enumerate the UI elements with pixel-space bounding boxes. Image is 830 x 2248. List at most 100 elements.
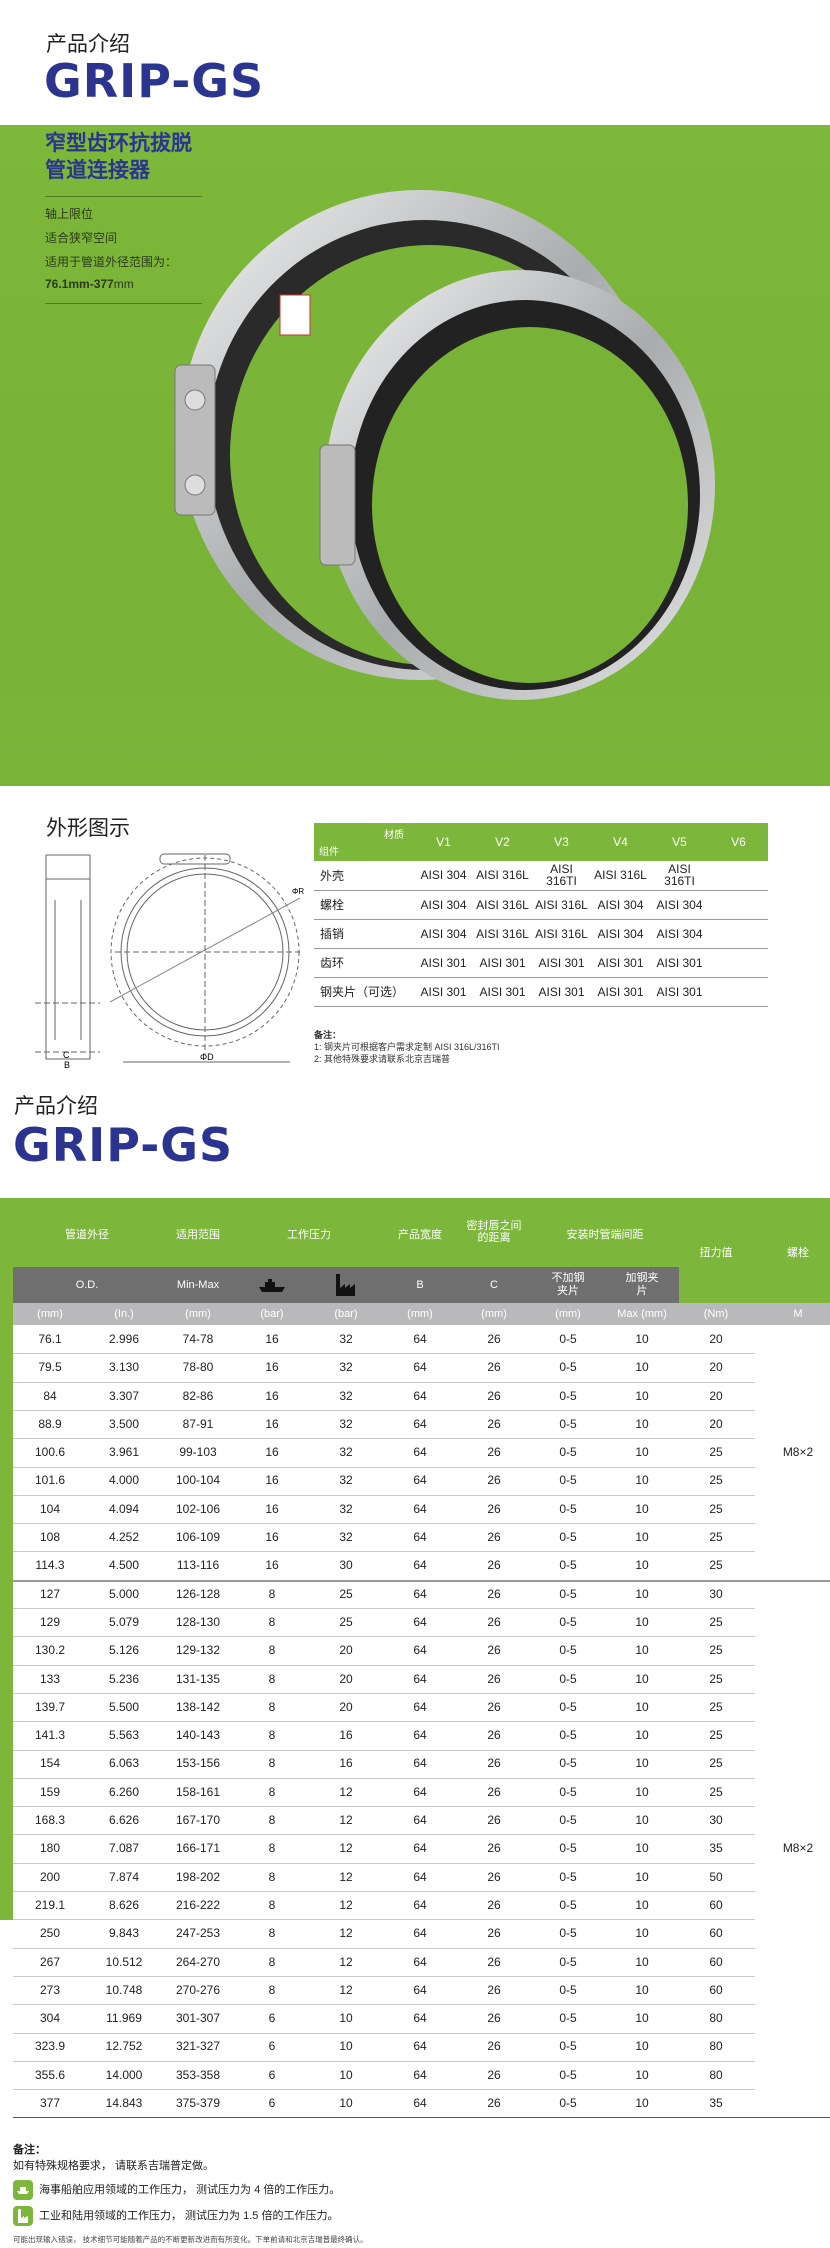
table-cell: 5.126 (108, 1643, 140, 1658)
section-kicker: 产品介绍 (46, 33, 130, 56)
table-cell (753, 1636, 830, 1664)
table-cell: 12 (339, 1982, 353, 1997)
table-cell: 0-5 (559, 1728, 577, 1743)
table-cell (753, 1976, 830, 2004)
table-cell: 64 (413, 1926, 427, 1941)
table-cell: 26 (487, 1728, 501, 1743)
table-cell: 138-142 (175, 1699, 221, 1714)
table-cell: 10 (635, 1586, 649, 1601)
table-cell: 26 (487, 1671, 501, 1686)
table-cell: 64 (413, 1332, 427, 1346)
table-cell: 8 (268, 1926, 276, 1941)
table-cell: 26 (487, 1501, 501, 1516)
unit-cell: (mm) (161, 1303, 235, 1325)
table-cell: 10 (339, 2096, 353, 2111)
material-cell (709, 948, 768, 978)
table-cell: 25 (709, 1501, 723, 1516)
table-cell: 64 (413, 1897, 427, 1912)
row-divider (13, 1466, 755, 1468)
table-cell: 16 (265, 1445, 279, 1460)
table-cell: 16 (339, 1756, 353, 1771)
col-header: V3 (532, 823, 591, 861)
table-cell: 25 (709, 1614, 723, 1629)
table-cell: 0-5 (559, 2067, 577, 2082)
unit-cell: (In.) (87, 1303, 161, 1325)
table-cell: 10 (635, 1530, 649, 1545)
table-cell: 8 (268, 1897, 276, 1912)
table-cell: 8.626 (108, 1897, 140, 1912)
table-cell: 26 (487, 1332, 501, 1346)
table-cell: 12 (339, 1813, 353, 1828)
row-divider (13, 1891, 755, 1892)
row-divider (13, 1381, 755, 1383)
row-divider (13, 1579, 830, 1582)
table-cell: 8 (268, 1982, 276, 1997)
table-cell: 8 (268, 1954, 276, 1969)
row-divider (13, 1353, 755, 1355)
table-cell: 32 (339, 1416, 353, 1431)
table-cell: 64 (413, 2011, 427, 2026)
material-cell: AISI 301 (532, 977, 591, 1007)
table-cell: 32 (339, 1530, 353, 1545)
table-cell: 32 (339, 1473, 353, 1488)
sub-header: Min-Max (161, 1267, 235, 1303)
table-cell: 64 (413, 1784, 427, 1799)
table-cell: 0-5 (559, 1982, 577, 1997)
group-header: 适用范围 (161, 1198, 235, 1267)
part-name: 外壳 (314, 861, 414, 891)
table-cell: 20 (339, 1671, 353, 1686)
table-cell: 30 (709, 1813, 723, 1828)
table-row: 323.9 12.752 321-327 6 10 64 26 0-5 10 80 (13, 2032, 830, 2060)
range-unit: mm (113, 277, 134, 291)
table-cell: 76.1 (38, 1332, 62, 1346)
table-cell: 0-5 (559, 2096, 577, 2111)
table-cell: 4.094 (108, 1501, 140, 1516)
table-cell: 26 (487, 2011, 501, 2026)
row-divider (13, 1749, 755, 1751)
table-cell: 10 (635, 1416, 649, 1431)
table-cell: 64 (413, 1501, 427, 1516)
table-cell: 20 (709, 1416, 723, 1431)
table-cell: 10 (635, 1728, 649, 1743)
row-divider (13, 1919, 755, 1921)
table-cell: 113-116 (176, 1558, 220, 1573)
material-cell (709, 977, 768, 1007)
feature-item: 适用于管道外径范围为： (45, 255, 178, 269)
table-cell: 267 (39, 1954, 61, 1969)
table-cell: 140-143 (175, 1728, 221, 1743)
material-cell: AISI 304 (414, 919, 473, 949)
material-cell: AISI 316L (473, 890, 532, 920)
table-row: 267 10.512 264-270 8 12 64 26 0-5 10 60 (13, 1948, 830, 1976)
group-header: 扭力值 (679, 1198, 753, 1267)
table-cell (753, 1410, 830, 1438)
table-cell: 10 (635, 1813, 649, 1828)
table-cell: 74-78 (182, 1332, 214, 1346)
table-cell: 16 (265, 1558, 279, 1573)
table-cell: 10 (635, 1643, 649, 1658)
table-cell: 247-253 (175, 1926, 221, 1941)
materials-row: 钢夹片（可选） AISI 301 AISI 301 AISI 301 AISI 301 A… (314, 977, 768, 1007)
table-cell: 14.843 (105, 2096, 143, 2111)
table-cell: 32 (339, 1332, 353, 1346)
table-row: 79.5 3.130 78-80 16 32 64 26 0-5 10 20 (13, 1353, 830, 1381)
table-cell: 4.500 (108, 1558, 140, 1573)
table-cell: 10 (635, 1332, 649, 1346)
table-cell: 159 (39, 1784, 61, 1799)
table-cell (753, 1466, 830, 1494)
table-cell: 0-5 (559, 2039, 577, 2054)
table-cell: 25 (709, 1699, 723, 1714)
material-cell (709, 890, 768, 920)
table-row: 304 11.969 301-307 6 10 64 26 0-5 10 80 (13, 2004, 830, 2032)
table-cell: 16 (265, 1530, 279, 1545)
table-row: 273 10.748 270-276 8 12 64 26 0-5 10 60 (13, 1976, 830, 2004)
table-cell: 26 (487, 1982, 501, 1997)
table-cell: 64 (413, 2039, 427, 2054)
banner-title: 管道连接器 (45, 159, 150, 182)
table-cell: 6.260 (108, 1784, 140, 1799)
table-cell (753, 2061, 830, 2089)
table-cell: 6 (268, 2067, 276, 2082)
table-cell: 60 (709, 1926, 723, 1941)
table-cell: 321-327 (175, 2039, 221, 2054)
notes-title: 备注： (314, 1029, 342, 1040)
table-cell (753, 2004, 830, 2032)
